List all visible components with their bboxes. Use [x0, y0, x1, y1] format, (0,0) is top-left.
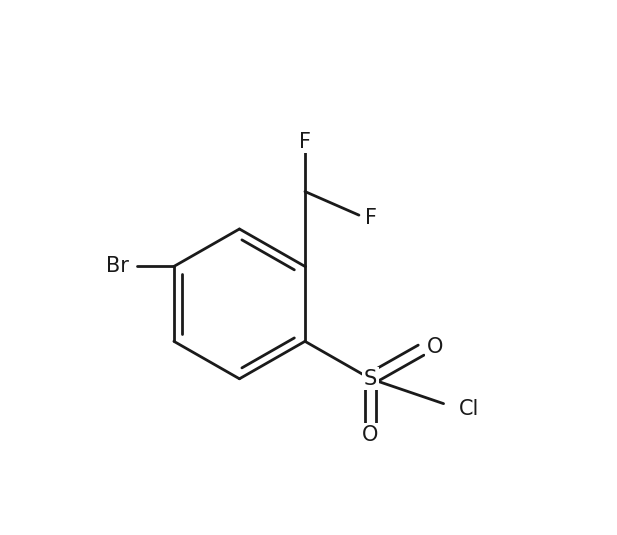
Text: F: F [299, 132, 311, 151]
Text: Br: Br [106, 256, 129, 277]
Text: O: O [362, 425, 379, 445]
Text: S: S [364, 369, 377, 389]
Text: O: O [427, 337, 443, 357]
Text: F: F [365, 208, 377, 228]
Text: Cl: Cl [458, 399, 479, 419]
